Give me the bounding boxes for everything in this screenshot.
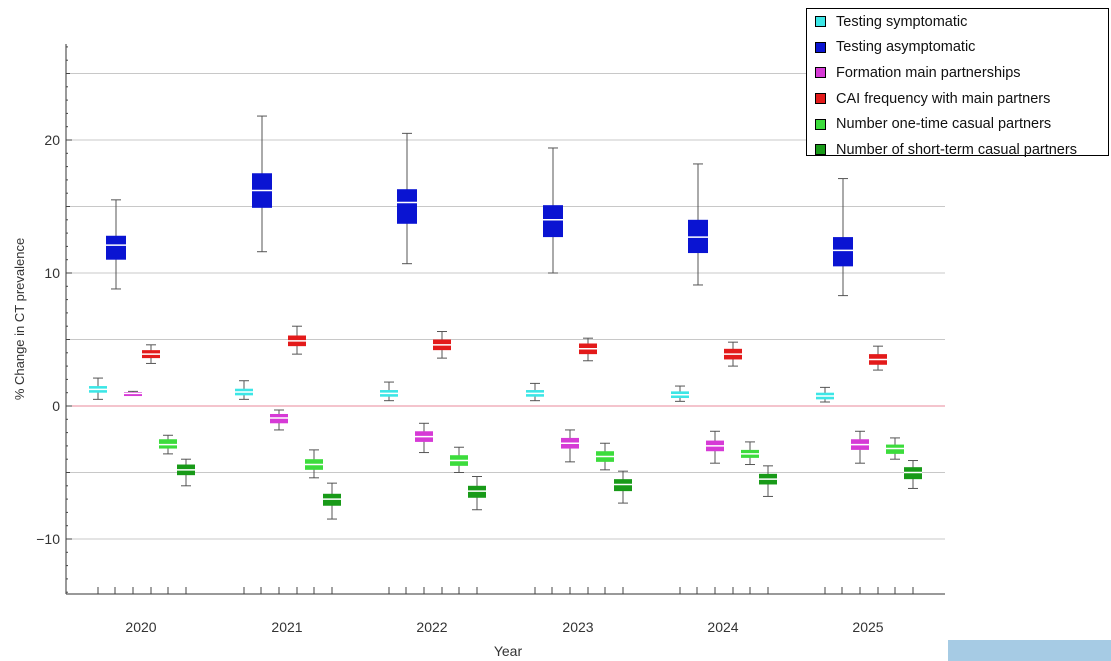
box [288,325,306,355]
box [305,449,323,479]
corner-bar [948,640,1111,661]
legend-label: Formation main partnerships [836,64,1021,81]
box-body [543,205,563,238]
legend-label: Testing symptomatic [836,13,968,30]
box [89,377,107,400]
box [450,446,468,473]
box [614,470,632,504]
axes [65,44,945,595]
legend-item: Testing asymptomatic [815,35,1108,61]
legend-item: CAI frequency with main partners [815,86,1108,112]
box [397,132,417,265]
legend-swatch [815,144,826,156]
legend-label: Testing asymptomatic [836,39,976,56]
x-axis-ticks: 2020 2021 2022 2023 2024 2025 [97,587,914,635]
box [724,341,742,367]
box [688,163,708,286]
chart-legend: Testing symptomatic Testing asymptomatic… [806,8,1109,158]
legend-swatch [815,93,826,105]
box [579,337,597,362]
legend-label: Number of short-term casual partners [836,141,1077,158]
box [433,331,451,359]
legend-item: Formation main partnerships [815,60,1108,86]
box-body [833,237,853,267]
box [252,115,272,253]
legend-item: Testing symptomatic [815,9,1108,35]
y-tick-label: −10 [36,531,60,547]
x-tick-label: 2024 [707,619,738,635]
box [561,429,579,463]
box [706,430,724,464]
x-tick-label: 2021 [271,619,302,635]
box [380,381,398,402]
y-axis-ticks: −10 0 10 20 [36,46,72,593]
box-body [106,235,126,260]
box [106,199,126,290]
x-tick-label: 2020 [125,619,156,635]
box [833,178,853,297]
x-tick-label: 2025 [852,619,883,635]
grid-lines [66,73,945,540]
box [869,345,887,371]
box [159,434,177,455]
x-axis-label: Year [494,643,523,659]
box [142,344,160,364]
box [468,475,486,511]
legend-swatch [815,67,826,79]
box-series [89,115,922,520]
box [235,380,253,400]
box [851,430,869,464]
y-axis-label: % Change in CT prevalence [12,238,27,400]
legend-label: Number one-time casual partners [836,116,1052,133]
legend-item: Number of short-term casual partners [815,137,1108,163]
box [741,441,759,466]
box [904,460,922,489]
x-tick-label: 2023 [562,619,593,635]
legend-swatch [815,118,826,130]
y-tick-label: 10 [44,265,60,281]
legend-swatch [815,16,826,28]
box [671,385,689,402]
box [816,386,834,403]
x-tick-label: 2022 [416,619,447,635]
y-tick-label: 20 [44,132,60,148]
legend-swatch [815,41,826,53]
box [596,442,614,471]
box [323,482,341,520]
box [415,422,433,454]
box [124,390,142,397]
box [886,437,904,460]
box-body [397,189,417,224]
box [177,458,195,487]
box [759,465,777,497]
legend-item: Number one-time casual partners [815,111,1108,137]
box [270,409,288,431]
box [543,147,563,274]
y-tick-label: 0 [52,398,60,414]
legend-label: CAI frequency with main partners [836,90,1051,107]
box [526,382,544,402]
